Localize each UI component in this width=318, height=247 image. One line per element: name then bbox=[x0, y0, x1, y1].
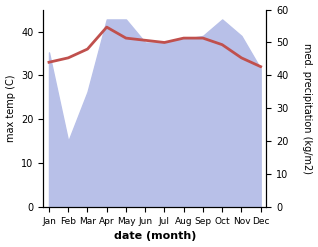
Y-axis label: med. precipitation (kg/m2): med. precipitation (kg/m2) bbox=[302, 43, 313, 174]
Y-axis label: max temp (C): max temp (C) bbox=[5, 75, 16, 142]
X-axis label: date (month): date (month) bbox=[114, 231, 196, 242]
